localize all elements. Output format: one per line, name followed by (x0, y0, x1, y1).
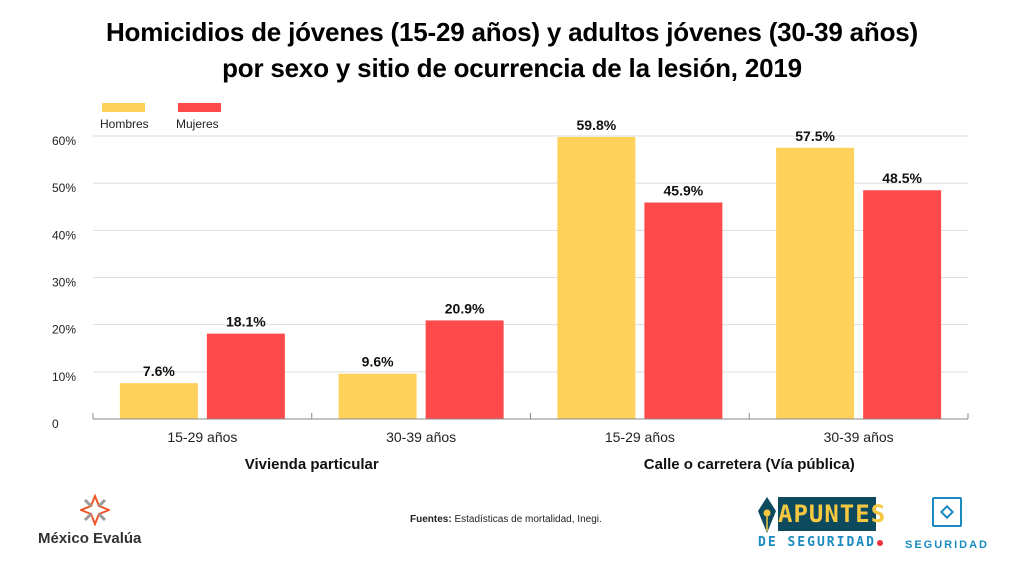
bars (119, 136, 942, 419)
bar-mujeres (206, 333, 285, 419)
bar-mujeres (644, 202, 723, 419)
diamond-icon (939, 504, 955, 520)
source-note: Fuentes: Estadísticas de mortalidad, Ine… (410, 514, 602, 525)
y-tick-label: 30% (52, 276, 76, 290)
chart-title-line-1: Homicidios de jóvenes (15-29 años) y adu… (105, 17, 919, 47)
y-tick-label: 10% (52, 370, 76, 384)
data-label: 18.1% (226, 314, 266, 330)
data-labels: 7.6% 9.6% 59.8% 57.5% 18.1% 20.9% 45.9% 48.5% (143, 117, 923, 379)
y-tick-label: 40% (52, 228, 76, 242)
category-label: 15-29 años (167, 429, 237, 445)
bar-hombres (776, 147, 855, 419)
mexico-evalua-name: México Evalúa (38, 530, 142, 547)
legend-swatch-hombres (102, 103, 145, 112)
data-label: 59.8% (577, 117, 617, 133)
data-label: 45.9% (664, 183, 704, 199)
bar-hombres (557, 136, 636, 419)
bar-hombres (338, 373, 417, 419)
y-tick-label: 0 (52, 417, 59, 431)
bar-hombres (119, 383, 198, 419)
diamond-square-icon (932, 497, 962, 527)
source-label: Fuentes: (410, 514, 452, 525)
y-axis-ticks: 0 10% 20% 30% 40% 50% 60% (52, 134, 76, 431)
y-tick-label: 60% (52, 134, 76, 148)
seguridad-logo: SEGURIDAD (905, 495, 995, 555)
legend: Hombres Mujeres (100, 103, 221, 131)
data-label: 7.6% (143, 363, 175, 379)
bar-mujeres (863, 190, 942, 419)
chart-title-line-2: por sexo y sitio de ocurrencia de la les… (222, 53, 802, 83)
y-tick-label: 20% (52, 323, 76, 337)
mexico-evalua-logo: México Evalúa (38, 494, 158, 554)
data-label: 20.9% (445, 300, 485, 316)
seguridad-label: SEGURIDAD (905, 539, 990, 551)
data-label: 57.5% (795, 128, 835, 144)
bar-mujeres (425, 320, 504, 419)
red-dot-icon (876, 540, 883, 546)
category-label: 15-29 años (605, 429, 675, 445)
legend-label-hombres: Hombres (100, 117, 149, 131)
x-axis (92, 413, 969, 420)
data-label: 9.6% (362, 354, 394, 370)
y-tick-label: 50% (52, 181, 76, 195)
source-text: Estadísticas de mortalidad, Inegi. (451, 514, 602, 525)
group-label: Calle o carretera (Vía pública) (644, 456, 855, 473)
apuntes-wordmark: APUNTES (778, 497, 885, 531)
x-axis-labels: 15-29 años 30-39 años 15-29 años 30-39 años… (167, 429, 893, 473)
pen-nib-icon (758, 497, 776, 533)
legend-swatch-mujeres (178, 103, 221, 112)
category-label: 30-39 años (386, 429, 456, 445)
star-logo-icon (80, 494, 110, 526)
chart-title: Homicidios de jóvenes (15-29 años) y adu… (0, 14, 1024, 86)
apuntes-subtitle-text: DE SEGURIDAD (758, 535, 876, 550)
group-label: Vivienda particular (245, 456, 379, 473)
apuntes-subtitle: DE SEGURIDAD (758, 535, 883, 550)
apuntes-de-seguridad-logo: APUNTES DE SEGURIDAD (752, 495, 892, 555)
category-label: 30-39 años (824, 429, 894, 445)
data-label: 48.5% (882, 170, 922, 186)
legend-label-mujeres: Mujeres (176, 117, 219, 131)
